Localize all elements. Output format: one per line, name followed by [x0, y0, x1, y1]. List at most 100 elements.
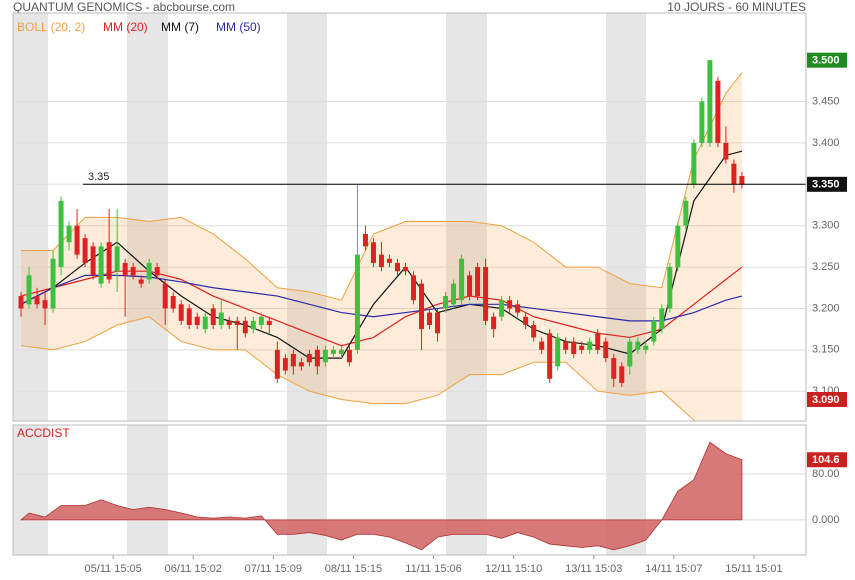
candle-body [611, 358, 617, 379]
candle-body [427, 312, 433, 325]
candle-body [162, 283, 168, 309]
candle-body [659, 308, 665, 330]
x-tick-label: 12/11 15:10 [485, 563, 542, 575]
candle-body [290, 353, 296, 367]
candle-body [178, 304, 184, 321]
candle-body [362, 233, 368, 247]
price-label: 3.350 [812, 179, 840, 191]
y-tick-label: 3.450 [812, 95, 840, 107]
moving-average [20, 150, 743, 359]
candle-body [635, 341, 641, 350]
candle-body [579, 345, 585, 350]
candle-body [154, 267, 160, 276]
bollinger-lower [20, 316, 696, 421]
candle-body [651, 320, 657, 342]
candle-body [242, 320, 248, 334]
candle-body [539, 341, 545, 350]
x-tick-label: 05/11 15:05 [84, 563, 141, 575]
candle-body [619, 366, 625, 383]
candle-body [234, 320, 240, 325]
candle-body [419, 283, 425, 330]
candle-body [218, 312, 224, 325]
candle-body [667, 267, 673, 309]
candle-body [683, 200, 689, 226]
panel-frame [12, 12, 807, 422]
candle-body [386, 258, 392, 263]
last-value-box [807, 452, 847, 468]
candle-body [274, 349, 280, 379]
candle-body [691, 142, 697, 185]
candle-body [74, 225, 80, 255]
candle-body [98, 246, 104, 284]
candle-body [58, 200, 64, 268]
candle-body [346, 349, 352, 363]
candle-body [138, 279, 144, 284]
candle-body [595, 333, 601, 350]
moving-average [20, 274, 743, 322]
panel-frame [12, 424, 807, 556]
reference-label: 3.35 [88, 171, 109, 183]
candle-body [491, 316, 497, 330]
x-tick-label: 13/11 15:03 [565, 563, 622, 575]
candle-body [186, 308, 192, 325]
candle-body [314, 349, 320, 367]
candle-body [515, 304, 521, 313]
candle-body [443, 296, 449, 309]
price-label: 3.090 [812, 394, 840, 406]
candle-body [338, 349, 344, 354]
candle-body [298, 362, 304, 367]
candle-body [146, 262, 152, 280]
last-value-label: 104.6 [812, 454, 840, 466]
candle-body [114, 246, 120, 272]
price-label-box [807, 52, 847, 68]
candle-body [226, 320, 232, 325]
candle-body [202, 316, 208, 330]
candle-body [282, 358, 288, 371]
candle-body [250, 320, 256, 330]
y-tick-label: 3.300 [812, 220, 840, 232]
candle-body [451, 283, 457, 305]
x-tick-label: 07/11 15:09 [245, 563, 302, 575]
x-tick-label: 14/11 15:07 [645, 563, 702, 575]
candle-body [627, 341, 633, 367]
candle-body [707, 60, 713, 143]
candle-body [106, 242, 112, 280]
candle-body [643, 345, 649, 350]
candle-body [587, 341, 593, 350]
x-tick-label: 06/11 15:02 [165, 563, 222, 575]
candle-body [739, 176, 745, 185]
candle-body [531, 325, 537, 338]
candle-body [258, 316, 264, 325]
candle-body [322, 349, 328, 363]
candle-body [715, 80, 721, 143]
plot-area [13, 441, 806, 551]
candle-body [130, 267, 136, 276]
y-tick-label: 3.150 [812, 344, 840, 356]
candle-body [42, 300, 48, 309]
y-tick-label: 3.200 [812, 302, 840, 314]
candle-body [731, 163, 737, 185]
x-tick-label: 15/11 15:01 [725, 563, 782, 575]
price-label-box [807, 391, 847, 407]
candle-body [475, 267, 481, 297]
candle-body [675, 225, 681, 268]
candle-body [571, 341, 577, 354]
candle-body [563, 341, 569, 350]
moving-average [20, 266, 743, 347]
candle-body [82, 238, 88, 263]
candle-body [354, 254, 360, 350]
candle-body [723, 142, 729, 160]
candle-body [699, 101, 705, 143]
price-label: 3.500 [812, 55, 840, 67]
candle-body [370, 242, 376, 263]
candle-body [66, 225, 72, 243]
y-tick-label: 80.00 [812, 468, 840, 480]
candle-body [170, 296, 176, 309]
candle-body [18, 296, 24, 309]
x-tick-label: 08/11 15:15 [325, 563, 382, 575]
legend-entry: MM (20) [103, 20, 148, 34]
candle-body [394, 262, 400, 272]
candle-body [194, 316, 200, 325]
y-tick-label: 0.000 [812, 514, 840, 526]
